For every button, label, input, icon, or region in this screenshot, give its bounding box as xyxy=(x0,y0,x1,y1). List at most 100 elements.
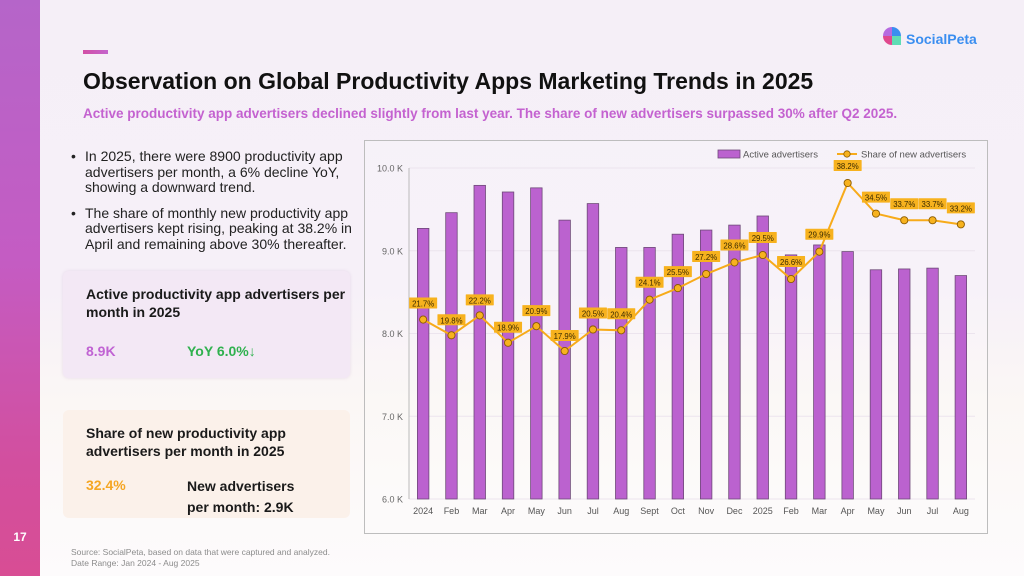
page-subtitle: Active productivity app advertisers decl… xyxy=(83,106,898,121)
share-marker xyxy=(617,326,626,335)
bar-active-advertisers xyxy=(699,229,713,500)
bar-active-advertisers xyxy=(869,269,883,500)
bar-active-advertisers xyxy=(926,267,939,500)
bar-active-advertisers xyxy=(558,219,571,500)
bar-active-advertisers xyxy=(728,224,741,500)
share-marker xyxy=(475,311,484,320)
bar-active-advertisers xyxy=(586,203,600,500)
x-tick-label: Jun xyxy=(557,506,572,516)
bar-active-advertisers xyxy=(530,187,543,500)
data-label-box xyxy=(833,160,862,171)
y-tick-label: 9.0 K xyxy=(382,246,403,256)
data-label: 20.4% xyxy=(610,310,632,319)
x-tick-label: 2024 xyxy=(413,506,433,516)
title-accent-dash xyxy=(83,50,108,54)
y-tick-label: 8.0 K xyxy=(382,329,403,339)
x-tick-label: Aug xyxy=(613,506,629,516)
x-tick-label: Feb xyxy=(444,506,460,516)
share-marker xyxy=(702,269,711,279)
share-marker xyxy=(900,216,909,225)
source-line: Source: SocialPeta, based on data that w… xyxy=(71,547,330,557)
data-label: 17.9% xyxy=(554,332,576,341)
legend: Active advertisers Share of new advertis… xyxy=(717,150,966,161)
data-label: 34.5% xyxy=(865,194,887,203)
data-label: 33.2% xyxy=(950,204,972,213)
data-label-box xyxy=(635,276,664,288)
x-tick-label: Jul xyxy=(587,506,599,516)
share-marker xyxy=(645,295,654,304)
data-label-box xyxy=(437,314,466,326)
x-tick-label: Apr xyxy=(841,506,855,516)
bar-active-advertisers xyxy=(898,268,911,500)
x-tick-label: Feb xyxy=(783,506,799,516)
y-tick-label: 10.0 K xyxy=(377,164,403,174)
x-tick-label: Mar xyxy=(472,506,488,516)
data-label-box xyxy=(918,198,947,210)
x-tick-label: May xyxy=(528,506,546,516)
data-label-box xyxy=(946,202,975,214)
y-tick-label: 7.0 K xyxy=(382,412,403,422)
bar-active-advertisers xyxy=(671,233,685,500)
share-marker xyxy=(786,274,796,284)
data-label-box xyxy=(692,251,721,263)
data-label: 21.7% xyxy=(412,300,434,309)
date-range-line: Date Range: Jan 2024 - Aug 2025 xyxy=(71,557,200,568)
data-label: 29.9% xyxy=(808,231,830,240)
x-tick-label: Oct xyxy=(671,506,686,516)
share-line xyxy=(422,181,961,353)
card-title: Share of new productivity app advertiser… xyxy=(86,425,286,459)
data-label: 20.9% xyxy=(525,307,547,316)
data-label-box xyxy=(578,307,607,319)
share-marker xyxy=(447,331,456,340)
legend-label-bars: Active advertisers xyxy=(743,150,818,161)
page-title: Observation on Global Productivity Apps … xyxy=(83,68,814,94)
share-marker xyxy=(815,247,824,256)
data-label: 38.2% xyxy=(837,162,859,171)
data-label: 27.2% xyxy=(695,253,717,262)
share-marker xyxy=(843,178,852,188)
share-marker xyxy=(419,315,428,324)
data-label-box xyxy=(465,294,494,306)
x-tick-label: Sept xyxy=(640,506,659,516)
brand-logo: SocialPeta xyxy=(882,26,977,51)
data-label-box xyxy=(550,330,579,341)
bar-active-advertisers xyxy=(473,184,486,500)
bar-active-advertisers xyxy=(615,247,628,500)
data-label: 29.5% xyxy=(752,234,774,243)
x-tick-label: Apr xyxy=(501,506,515,516)
data-label: 24.1% xyxy=(638,279,660,288)
data-label: 19.8% xyxy=(440,316,462,325)
data-label-box xyxy=(663,266,692,278)
data-label: 25.5% xyxy=(667,268,689,277)
line-layer xyxy=(419,178,965,356)
bar-layer xyxy=(417,184,967,500)
data-label-box xyxy=(409,297,438,309)
bullet-item: In 2025, there were 8900 productivity ap… xyxy=(70,148,365,196)
x-tick-label: Jun xyxy=(897,506,912,516)
data-label: 22.2% xyxy=(469,296,491,305)
data-label-box xyxy=(720,239,749,251)
bar-active-advertisers xyxy=(784,254,798,500)
x-tick-label: Aug xyxy=(953,506,969,516)
active-advertisers-card: Active productivity app advertisers per … xyxy=(63,271,350,378)
data-label: 33.7% xyxy=(893,200,915,209)
x-tick-label: Nov xyxy=(698,506,715,516)
share-marker xyxy=(673,284,682,293)
card-title: Active productivity app advertisers per … xyxy=(86,286,346,320)
combo-chart: 6.0 K 7.0 K 8.0 K 9.0 K 10.0 K 2024 Feb Mar Apr M… xyxy=(377,150,975,517)
new-advertisers-value: New advertisers per month: 2.9K xyxy=(187,478,295,515)
share-marker xyxy=(532,322,541,331)
y-tick-label: 6.0 K xyxy=(382,495,403,505)
bar-active-advertisers xyxy=(813,244,826,500)
data-label-box xyxy=(777,256,806,267)
logo-text: SocialPeta xyxy=(906,30,977,47)
data-label-box xyxy=(522,305,551,317)
new-advertisers-share-card: Share of new productivity app advertiser… xyxy=(63,410,350,518)
share-value: 32.4% xyxy=(86,477,126,493)
bullet-item: The share of monthly new productivity ap… xyxy=(70,205,365,253)
data-label: 26.6% xyxy=(780,258,802,267)
bar-active-advertisers xyxy=(954,275,967,500)
data-label: 33.7% xyxy=(921,200,943,209)
axis-layer: 6.0 K 7.0 K 8.0 K 9.0 K 10.0 K 2024 Feb Mar Apr M… xyxy=(377,164,969,517)
x-tick-label: Mar xyxy=(812,506,828,516)
